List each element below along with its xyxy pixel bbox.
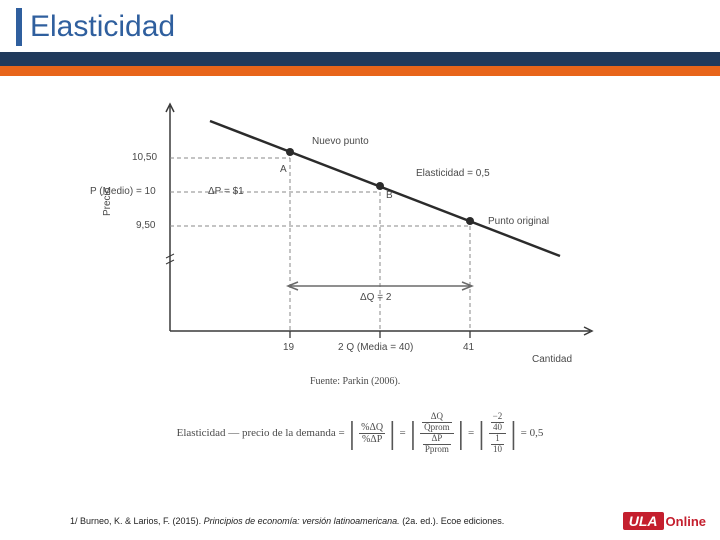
footnote-prefix: 1/ Burneo, K. & Larios, F. (2015). (70, 516, 204, 526)
formula-pctQ: %ΔQ (359, 422, 385, 434)
divider-orange (0, 66, 720, 76)
label-elasticidad: Elasticidad = 0,5 (416, 168, 490, 179)
title-accent-bar (16, 8, 22, 46)
xtick-right: 41 (463, 342, 474, 353)
ytick-top: 10,50 (132, 152, 157, 163)
label-delta-q: ΔQ = 2 (360, 292, 391, 303)
formula-d10: 10 (491, 445, 504, 455)
xtick-mid: 2 Q (Media = 40) (338, 342, 413, 353)
slide-header: Elasticidad (0, 0, 720, 46)
label-delta-p: ΔP = $1 (208, 186, 244, 197)
label-nuevo-punto: Nuevo punto (312, 136, 369, 147)
slide-title: Elasticidad (30, 10, 175, 44)
chart-source: Fuente: Parkin (2006). (310, 376, 400, 387)
formula-result: = 0,5 (521, 427, 544, 439)
logo-brand: ULA (623, 512, 664, 530)
label-a: A (280, 164, 287, 175)
ytick-bot: 9,50 (136, 220, 155, 231)
logo-suffix: Online (666, 514, 706, 529)
label-punto-original: Punto original (488, 216, 549, 227)
xtick-left: 19 (283, 342, 294, 353)
elasticity-chart: Precio 10,50 P (Medio) = 10 9,50 Nuevo p… (60, 86, 660, 406)
footnote-citation: 1/ Burneo, K. & Larios, F. (2015). Princ… (70, 516, 504, 526)
footnote-italic: Principios de economía: versión latinoam… (204, 516, 400, 526)
formula-pprom: Pprom (423, 445, 451, 455)
elasticity-formula: Elasticidad — precio de la demanda = | %… (0, 412, 720, 455)
x-axis-label: Cantidad (532, 354, 572, 365)
footnote-suffix: (2a. ed.). Ecoe ediciones. (400, 516, 505, 526)
formula-qprom: Qprom (422, 423, 452, 433)
brand-logo: ULA Online (623, 512, 706, 530)
divider-blue (0, 52, 720, 66)
formula-pctP: %ΔP (359, 434, 385, 445)
formula-d40: 40 (491, 423, 505, 433)
formula-lead: Elasticidad — precio de la demanda = (177, 427, 345, 439)
ytick-mid: P (Medio) = 10 (90, 186, 156, 197)
label-b: B (386, 190, 393, 201)
